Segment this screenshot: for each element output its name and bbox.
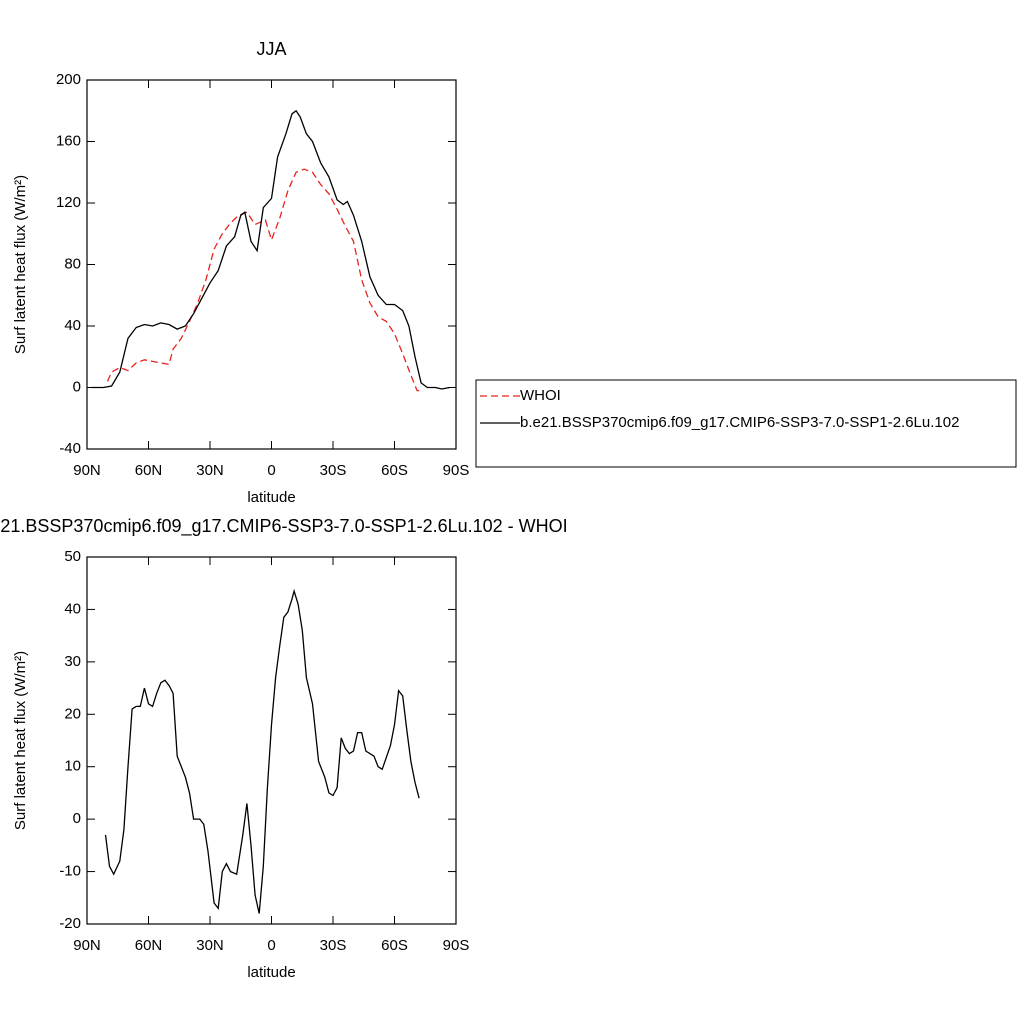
plot-frame (86, 556, 457, 925)
legend-box (475, 379, 1017, 468)
x-tick-label: 0 (267, 937, 275, 954)
x-tick-label: 60N (135, 462, 163, 479)
legend-label: WHOI (520, 387, 561, 404)
y-axis-label: Surf latent heat flux (W/m²) (12, 175, 29, 354)
data-line (91, 109, 450, 390)
y-tick-label: 30 (64, 653, 81, 670)
y-tick-label: 0 (73, 378, 81, 395)
chart-title: b.e21.BSSP370cmip6.f09_g17.CMIP6-SSP3-7.… (0, 516, 568, 537)
y-tick-label: 120 (56, 194, 81, 211)
y-axis-label: Surf latent heat flux (W/m²) (12, 651, 29, 830)
chart-title: JJA (256, 39, 286, 59)
data-line (106, 168, 420, 392)
x-tick-label: 60S (381, 937, 408, 954)
legend-label: b.e21.BSSP370cmip6.f09_g17.CMIP6-SSP3-7.… (520, 414, 959, 431)
y-tick-label: 50 (64, 548, 81, 565)
x-tick-label: 90S (443, 937, 470, 954)
x-tick-label: 30S (320, 462, 347, 479)
y-tick-label: -10 (59, 863, 81, 880)
y-tick-label: 40 (64, 600, 81, 617)
y-tick-label: 20 (64, 705, 81, 722)
y-tick-label: 0 (73, 810, 81, 827)
x-tick-label: 90N (73, 462, 101, 479)
x-axis-label: latitude (247, 489, 295, 506)
x-tick-label: 30N (196, 937, 224, 954)
y-tick-label: 10 (64, 758, 81, 775)
plot-frame (86, 79, 457, 450)
x-tick-label: 30S (320, 937, 347, 954)
x-tick-label: 60N (135, 937, 163, 954)
x-tick-label: 0 (267, 462, 275, 479)
x-tick-label: 90S (443, 462, 470, 479)
y-tick-label: 40 (64, 317, 81, 334)
x-axis-label: latitude (247, 964, 295, 981)
x-tick-label: 90N (73, 937, 101, 954)
y-tick-label: -40 (59, 440, 81, 457)
x-tick-label: 30N (196, 462, 224, 479)
x-tick-label: 60S (381, 462, 408, 479)
y-tick-label: 160 (56, 132, 81, 149)
data-line (104, 588, 420, 914)
y-tick-label: -20 (59, 915, 81, 932)
y-tick-label: 80 (64, 255, 81, 272)
y-tick-label: 200 (56, 71, 81, 88)
